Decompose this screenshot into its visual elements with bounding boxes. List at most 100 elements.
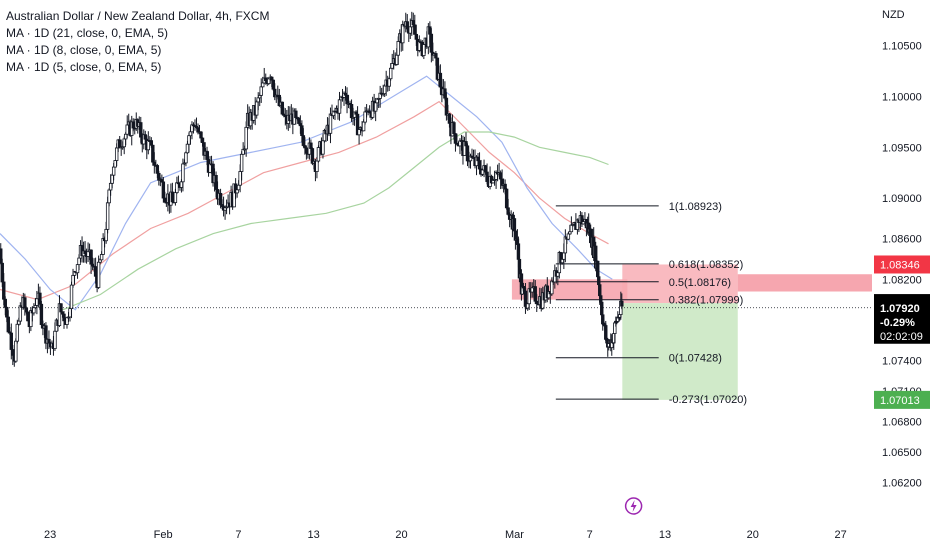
fib-label: 0.382(1.07999) — [669, 295, 744, 307]
candle-body — [434, 53, 438, 59]
candle-body — [113, 160, 117, 168]
candle-body — [151, 144, 155, 163]
candle-body — [309, 142, 313, 149]
candle — [190, 121, 194, 140]
price-tag-text: 1.08346 — [880, 259, 920, 271]
candle-body — [205, 150, 209, 160]
candle-body — [238, 171, 242, 186]
candle-body — [452, 122, 456, 135]
moving-averages — [0, 75, 613, 311]
candle-body — [175, 182, 179, 194]
candle-body — [83, 250, 87, 255]
candle-body — [485, 171, 489, 182]
candle — [175, 176, 179, 195]
candle-body — [337, 99, 342, 114]
x-tick-label: 27 — [835, 529, 847, 541]
candle — [417, 35, 422, 53]
candle-body — [9, 332, 13, 350]
candle-body — [294, 110, 298, 119]
candle-body — [124, 133, 128, 140]
ma-line-ma8 — [0, 75, 613, 311]
candle — [620, 293, 624, 310]
candle-body — [6, 316, 10, 333]
candle-body — [270, 76, 274, 81]
price-tag: 1.07013 — [874, 390, 930, 409]
candle-body — [65, 317, 69, 325]
candle-body — [104, 228, 108, 242]
candle — [443, 81, 447, 101]
price-change-text: -0.29% — [880, 317, 915, 329]
candle-body — [349, 104, 354, 119]
y-tick-label: 1.06800 — [882, 417, 922, 429]
candle-body — [405, 21, 409, 30]
candle — [101, 233, 105, 255]
candle-body — [361, 121, 366, 132]
y-tick-label: 1.08200 — [882, 274, 922, 286]
candle-body — [107, 189, 111, 204]
candle — [26, 311, 30, 322]
candle-body — [152, 161, 157, 166]
candle-body — [480, 169, 485, 175]
x-tick-label: 7 — [235, 529, 241, 541]
candle — [337, 91, 342, 121]
candle-body — [188, 131, 193, 137]
candle-body — [143, 134, 147, 140]
candle-body — [438, 72, 443, 88]
candle-body — [110, 174, 114, 184]
x-tick-label: Feb — [154, 529, 173, 541]
candle-body — [422, 44, 426, 56]
candle-body — [17, 320, 21, 325]
candle — [500, 169, 504, 189]
candle-body — [38, 292, 42, 305]
candle — [157, 170, 161, 186]
candle-body — [506, 207, 510, 215]
candle-body — [566, 233, 571, 240]
candle-body — [96, 261, 101, 288]
candle-body — [244, 126, 248, 150]
candle-body — [187, 135, 191, 145]
ma5-legend[interactable]: MA · 1D (5, close, 0, EMA, 5) — [6, 60, 162, 74]
take-profit-zone — [622, 303, 738, 400]
candle-body — [503, 183, 507, 190]
candle-body — [23, 297, 27, 309]
candle-body — [477, 160, 482, 170]
candle — [413, 14, 417, 35]
candle — [422, 44, 426, 60]
candle-body — [389, 67, 393, 80]
candle-body — [236, 184, 241, 191]
candle-body — [69, 284, 74, 310]
candle — [304, 145, 309, 160]
ma21-legend[interactable]: MA · 1D (21, close, 0, EMA, 5) — [6, 26, 169, 40]
x-tick-label: 20 — [747, 529, 759, 541]
candle-body — [14, 340, 18, 362]
candle-body — [173, 192, 178, 203]
candle — [480, 169, 485, 177]
candle — [62, 311, 66, 329]
candle — [280, 101, 285, 116]
candle-body — [301, 135, 306, 146]
candle — [259, 78, 263, 103]
candle-body — [560, 258, 565, 264]
candle — [117, 135, 122, 148]
y-tick-label: 1.10000 — [882, 91, 922, 103]
candle-body — [199, 131, 203, 139]
candle — [453, 133, 458, 152]
last-price-tag: 1.07920 -0.29% 02:02:09 — [874, 298, 930, 344]
candle-body — [345, 94, 349, 105]
candle-body — [24, 307, 29, 313]
candle-body — [373, 102, 378, 112]
candle-body — [267, 78, 271, 85]
candle-body — [550, 280, 554, 295]
candle-body — [476, 156, 480, 162]
candle-body — [396, 40, 400, 56]
candle-body — [125, 124, 129, 135]
candle-body — [155, 165, 160, 174]
candle — [143, 130, 147, 141]
candle — [130, 115, 134, 146]
price-tag-bg — [874, 255, 930, 274]
ma8-legend[interactable]: MA · 1D (8, close, 0, EMA, 5) — [6, 43, 162, 57]
candle-body — [271, 79, 275, 90]
candle-body — [533, 286, 537, 302]
candle-body — [122, 138, 126, 148]
